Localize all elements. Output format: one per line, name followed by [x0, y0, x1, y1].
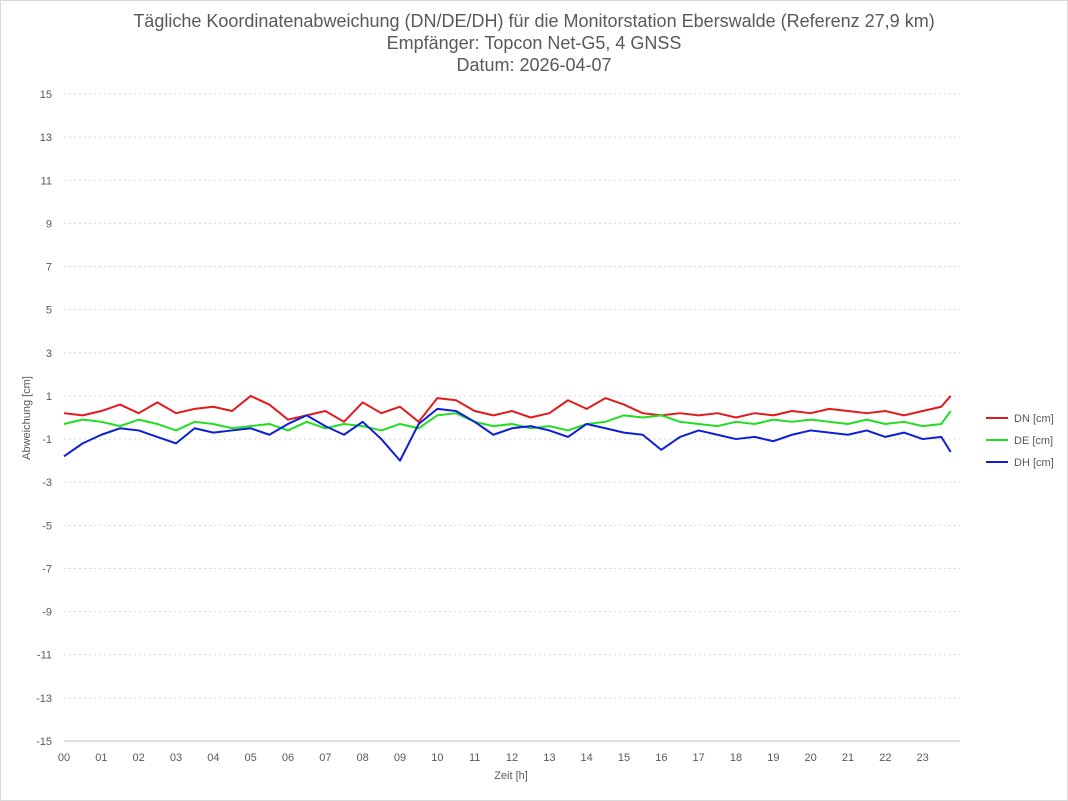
legend: DN [cm] DE [cm] DH [cm] — [986, 413, 1054, 469]
legend-label: DN [cm] — [1014, 413, 1054, 425]
x-tick-label: 22 — [879, 752, 891, 764]
y-tick-label: 9 — [46, 218, 52, 230]
x-tick-label: 23 — [917, 752, 929, 764]
series-line-dh — [63, 407, 952, 462]
chart-title: Tägliche Koordinatenabweichung (DN/DE/DH… — [133, 11, 935, 31]
y-tick-label: 15 — [40, 89, 52, 101]
y-tick-label: -11 — [37, 650, 52, 662]
x-tick-label: 03 — [170, 752, 182, 764]
x-tick-label: 14 — [581, 752, 593, 764]
x-tick-label: 13 — [543, 752, 555, 764]
x-tick-label: 20 — [805, 752, 817, 764]
y-tick-label: 7 — [46, 262, 52, 274]
x-tick-label: 02 — [133, 752, 145, 764]
x-tick-label: 07 — [319, 752, 331, 764]
x-tick-label: 15 — [618, 752, 630, 764]
y-tick-label: 13 — [40, 132, 52, 144]
x-tick-label: 00 — [58, 752, 70, 764]
x-tick-label: 17 — [693, 752, 705, 764]
y-axis-label: Abweichung [cm] — [21, 376, 33, 460]
x-tick-label: 06 — [282, 752, 294, 764]
x-tick-labels: 00 01 02 03 04 05 06 07 08 09 10 11 12 13 14 15 16 17 18 19… — [58, 752, 929, 764]
gridlines — [64, 93, 960, 742]
x-tick-label: 08 — [357, 752, 369, 764]
x-tick-label: 01 — [95, 752, 107, 764]
y-tick-label: 3 — [46, 348, 52, 360]
y-tick-label: -5 — [42, 520, 52, 532]
x-tick-label: 10 — [431, 752, 443, 764]
legend-label: DH [cm] — [1014, 457, 1054, 469]
x-tick-label: 21 — [842, 752, 854, 764]
x-tick-label: 05 — [245, 752, 257, 764]
x-axis-label: Zeit [h] — [494, 770, 528, 782]
chart-subtitle: Empfänger: Topcon Net-G5, 4 GNSS — [386, 33, 682, 53]
y-tick-label: 1 — [46, 391, 52, 403]
chart-title-block: Tägliche Koordinatenabweichung (DN/DE/DH… — [0, 10, 1068, 76]
y-tick-label: 11 — [41, 175, 52, 187]
x-tick-label: 18 — [730, 752, 742, 764]
x-tick-label: 11 — [469, 752, 480, 764]
y-tick-label: -3 — [42, 477, 52, 489]
y-tick-label: -9 — [42, 607, 52, 619]
chart-date: Datum: 2026-04-07 — [456, 55, 612, 75]
y-tick-label: -13 — [36, 693, 52, 705]
series-lines — [63, 394, 952, 462]
x-tick-label: 12 — [506, 752, 518, 764]
y-tick-label: 5 — [46, 305, 52, 317]
x-tick-label: 19 — [767, 752, 779, 764]
series-line-de — [63, 410, 952, 432]
y-tick-labels: 15 13 11 9 7 5 3 1 -1 -3 -5 -7 -9 -11 -13 -15 — [36, 89, 52, 748]
y-tick-label: -15 — [36, 736, 52, 748]
y-tick-label: -1 — [42, 434, 52, 446]
x-tick-label: 04 — [207, 752, 219, 764]
x-tick-label: 09 — [394, 752, 406, 764]
series-line-dn — [63, 394, 952, 423]
x-tick-label: 16 — [655, 752, 667, 764]
legend-label: DE [cm] — [1014, 435, 1053, 447]
y-tick-label: -7 — [42, 563, 52, 575]
